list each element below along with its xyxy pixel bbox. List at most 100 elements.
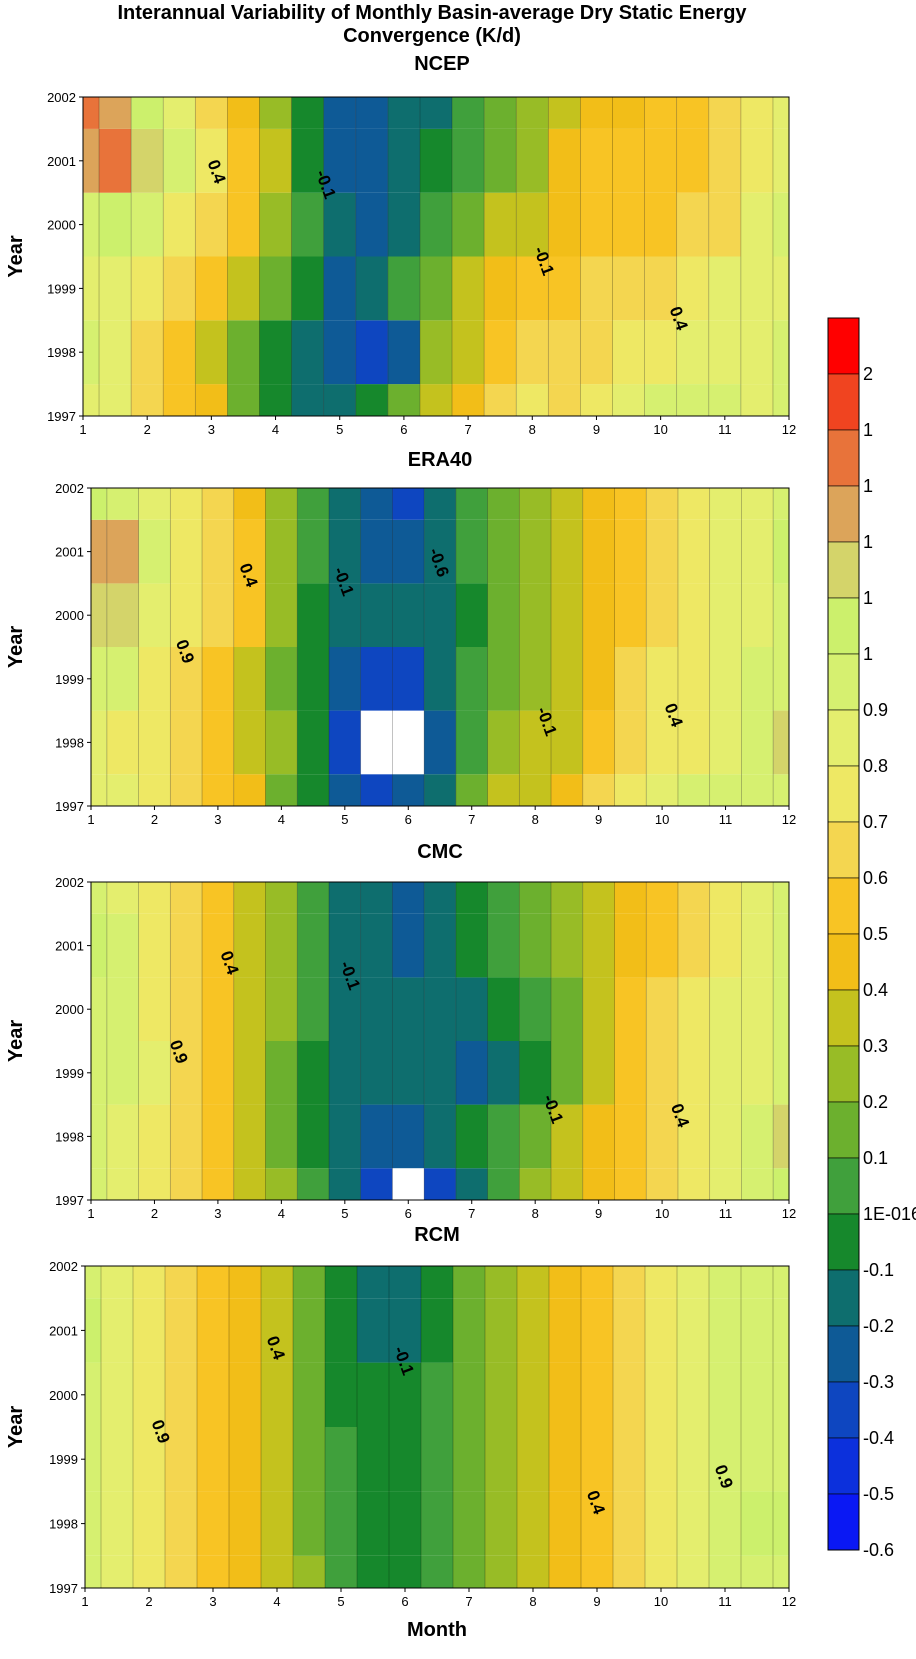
x-tick-label: 9 [595, 1206, 602, 1221]
heat-cell [613, 1266, 645, 1299]
heat-cell [772, 192, 789, 257]
heat-cell [325, 1298, 357, 1363]
heat-cell [516, 97, 549, 129]
y-axis-label: Year [5, 1406, 27, 1448]
heat-cell [519, 913, 552, 978]
heat-cell [614, 488, 647, 520]
x-tick-label: 6 [401, 1594, 408, 1609]
heat-cell [741, 647, 774, 711]
y-tick-label: 1999 [55, 1066, 84, 1081]
figure-title-line1: Interannual Variability of Monthly Basin… [117, 2, 747, 24]
panel-title: NCEP [414, 53, 470, 75]
heat-cell [83, 192, 100, 257]
heat-cell [487, 647, 520, 711]
heat-cell [424, 1041, 456, 1105]
heat-cell [323, 192, 356, 257]
heat-cell [516, 128, 549, 193]
heat-cell [165, 1266, 197, 1299]
heat-cell [773, 1362, 789, 1427]
heat-cell [772, 256, 789, 321]
heat-cell [741, 1491, 773, 1556]
heat-cell [389, 1266, 421, 1299]
x-tick-label: 12 [782, 422, 796, 437]
x-tick-label: 11 [718, 1594, 732, 1609]
heat-cell [138, 710, 171, 775]
heat-cell [297, 1168, 329, 1200]
y-tick-label: 1999 [55, 672, 84, 687]
y-axis-label: Year [5, 626, 27, 668]
colorbar-band [827, 1325, 860, 1383]
heat-cell [549, 1427, 581, 1492]
heat-cell [261, 1427, 293, 1492]
x-tick-label: 4 [278, 812, 285, 827]
heat-cell [614, 647, 647, 711]
heat-cell [613, 1298, 645, 1363]
x-tick-label: 7 [464, 422, 471, 437]
heat-cell [233, 1168, 266, 1200]
heat-cell [265, 1168, 298, 1200]
heat-cell [551, 647, 583, 711]
heat-cell [677, 1555, 709, 1588]
heat-cell [138, 977, 171, 1041]
heat-cell [677, 977, 710, 1041]
heat-cell [551, 774, 583, 806]
heat-cell [355, 128, 388, 193]
heat-cell [424, 913, 456, 978]
heat-cell [328, 519, 361, 584]
colorbar-label: 1 [863, 588, 873, 608]
heat-cell [646, 1104, 678, 1169]
heat-cell [91, 1104, 107, 1169]
heat-cell [85, 1555, 101, 1588]
heat-cell [424, 1168, 456, 1200]
heat-cell [548, 128, 581, 193]
heat-cell [709, 1555, 741, 1588]
heat-cell [614, 710, 647, 775]
colorbar-band [827, 709, 860, 767]
heat-cell [360, 1041, 393, 1105]
colorbar-band [827, 597, 860, 655]
heat-cell [645, 1491, 677, 1556]
heat-cell [548, 97, 581, 129]
colorbar-label: 1 [863, 420, 873, 440]
heat-cell [487, 977, 520, 1041]
colorbar-label: 1E-016 [863, 1204, 916, 1224]
heat-cell [233, 1104, 266, 1169]
heat-cell [387, 320, 420, 385]
heat-cell [419, 256, 453, 321]
x-tick-label: 11 [719, 1206, 733, 1221]
heat-cell [261, 1555, 293, 1588]
heat-cell [265, 519, 298, 584]
heat-cell [328, 1041, 361, 1105]
heat-cell [773, 977, 789, 1041]
heat-cell [227, 192, 260, 257]
heat-cell [233, 977, 266, 1041]
heat-cell [708, 192, 741, 257]
heat-cell [516, 256, 549, 321]
heat-cell [646, 647, 678, 711]
x-tick-label: 12 [782, 812, 796, 827]
colorbar-label: 0.1 [863, 1148, 888, 1168]
heat-cell [170, 519, 203, 584]
x-tick-label: 3 [214, 812, 221, 827]
heat-cell [106, 774, 139, 806]
heat-cell [581, 1427, 613, 1492]
heat-cell [138, 913, 171, 978]
heat-cell [581, 1555, 613, 1588]
heat-cell [677, 1427, 709, 1492]
heat-cell [614, 519, 647, 584]
heat-cell [613, 1427, 645, 1492]
heat-cell [740, 256, 773, 321]
heat-cell [229, 1266, 261, 1299]
heat-cell [419, 97, 453, 129]
heat-cell [259, 384, 292, 416]
heat-cell [582, 583, 615, 647]
heat-cell [259, 128, 292, 193]
heat-cell [485, 1491, 517, 1556]
heat-cell [297, 977, 329, 1041]
heat-cell [328, 488, 361, 520]
panel-title: RCM [414, 1224, 460, 1246]
heat-cell [645, 1362, 677, 1427]
colorbar-label: 0.2 [863, 1092, 888, 1112]
heat-cell [485, 1362, 517, 1427]
heat-cell [91, 1041, 107, 1105]
